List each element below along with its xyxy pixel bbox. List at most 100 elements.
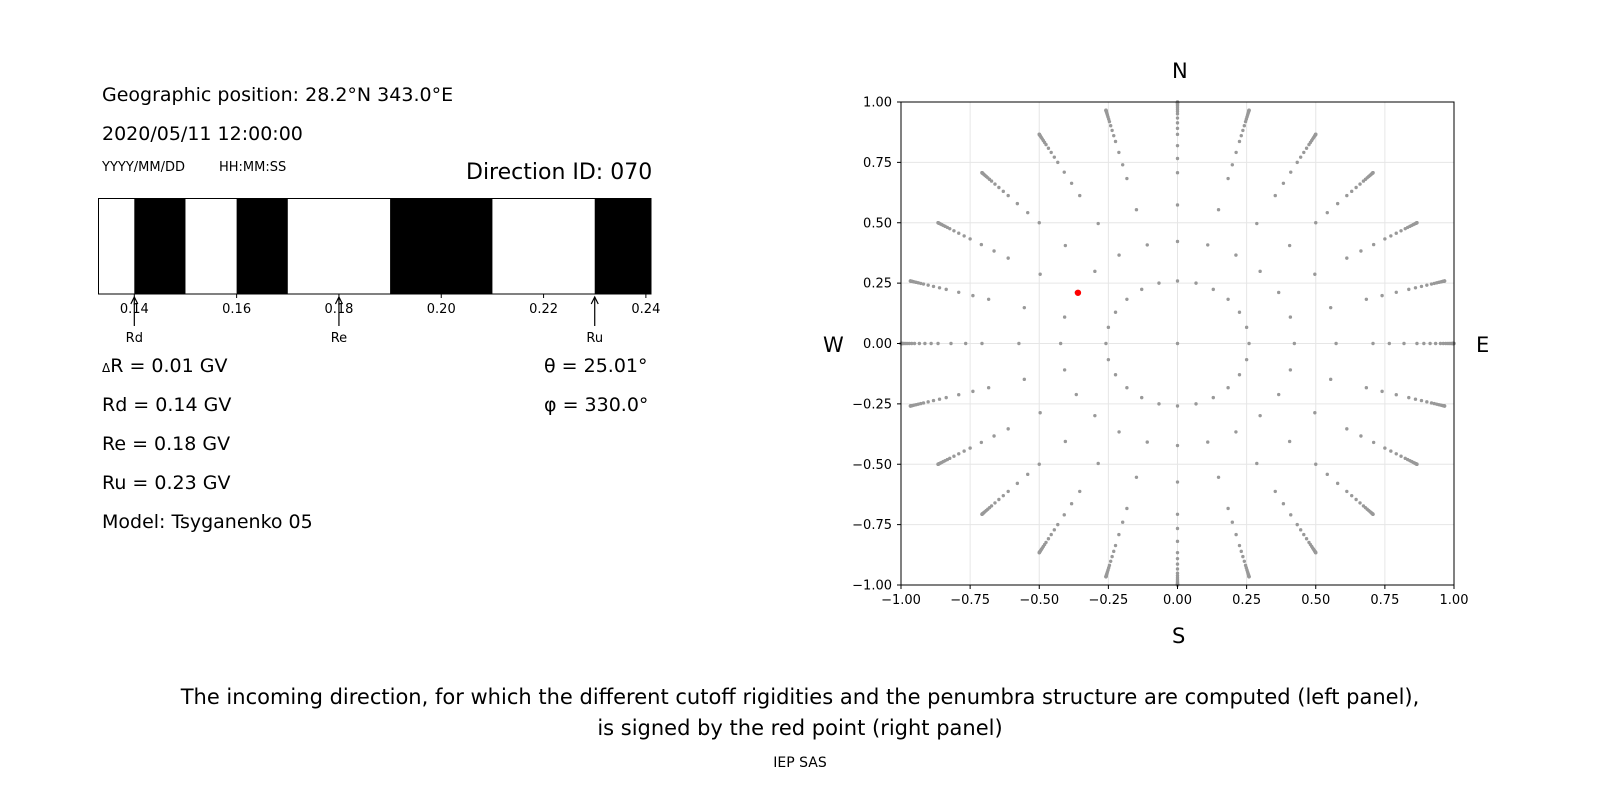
direction-point (1335, 481, 1340, 486)
direction-point (1302, 532, 1306, 537)
theta-value: θ = 25.01° (544, 355, 648, 377)
direction-point (979, 440, 984, 445)
direction-point (1358, 501, 1362, 505)
direction-point (971, 389, 975, 394)
direction-point (1298, 528, 1303, 532)
direction-point (1425, 400, 1429, 404)
direction-point (1117, 253, 1121, 257)
direction-point (1206, 243, 1210, 247)
direction-point (908, 404, 913, 408)
delta-symbol: Δ (102, 361, 111, 375)
direction-point (1239, 133, 1243, 138)
direction-point (1175, 143, 1180, 148)
direction-point (1063, 439, 1068, 444)
compass-east: E (1476, 333, 1490, 357)
direction-point (1015, 481, 1020, 486)
direction-point (1334, 341, 1338, 346)
direction-point (1006, 489, 1010, 494)
direction-point (1037, 221, 1041, 225)
re-marker-arrowhead (334, 295, 343, 305)
direction-point (1062, 170, 1066, 174)
direction-point (1313, 411, 1317, 415)
direction-point (1247, 341, 1251, 346)
direction-point (1442, 404, 1447, 408)
direction-point (1096, 221, 1100, 226)
direction-point (1113, 373, 1118, 377)
y-tick-label-5: 0.25 (863, 277, 892, 292)
direction-point (1015, 201, 1020, 206)
direction-point (1022, 305, 1027, 310)
direction-point (931, 284, 936, 289)
direction-point (1175, 443, 1180, 448)
direction-point (1022, 377, 1027, 382)
direction-point (1302, 150, 1306, 155)
delta-r-text: R = 0.01 GV (110, 355, 228, 377)
direction-point (1026, 472, 1030, 477)
direction-point (1247, 575, 1251, 579)
direction-point (929, 341, 933, 346)
direction-point (1415, 341, 1419, 346)
direction-point (1145, 243, 1149, 247)
penumbra-background (98, 198, 651, 294)
direction-point (1006, 427, 1010, 431)
direction-point (1069, 181, 1074, 185)
direction-point (1226, 297, 1230, 302)
direction-point (1241, 128, 1245, 133)
direction-point (1125, 506, 1129, 511)
x-tick-label-1: −0.75 (950, 593, 990, 608)
direction-point (1258, 413, 1262, 418)
penumbra-band-1 (236, 198, 288, 294)
direction-point (1442, 279, 1447, 283)
direction-point (1389, 234, 1393, 238)
direction-point (1345, 427, 1349, 431)
y-tick-label-1: −0.75 (852, 518, 892, 533)
left-panel: Geographic position: 28.2°N 343.0°E 2020… (0, 0, 720, 560)
direction-point (917, 341, 922, 346)
direction-point (1175, 239, 1180, 244)
x-tick-label-3: −0.25 (1088, 593, 1128, 608)
direction-point (1001, 189, 1005, 194)
direction-point (937, 397, 942, 401)
direction-point (944, 287, 948, 292)
direction-point (980, 341, 984, 346)
direction-point (1441, 341, 1445, 346)
direction-point (1237, 310, 1242, 314)
direction-point (1288, 368, 1293, 372)
direction-point (1276, 290, 1281, 295)
y-tick-label-6: 0.50 (863, 216, 892, 231)
direction-point (1387, 341, 1392, 346)
direction-point (1134, 208, 1139, 212)
direction-point (1241, 554, 1245, 559)
direction-point (1026, 210, 1030, 215)
direction-point (1273, 193, 1277, 198)
direction-point (1345, 256, 1349, 260)
direction-point (1112, 549, 1116, 554)
direction-point (1175, 526, 1180, 531)
direction-point (1062, 368, 1067, 372)
direction-point (1244, 357, 1249, 362)
x-tick-label-4: 0.00 (1163, 593, 1192, 608)
direction-point (957, 231, 961, 235)
direction-point (1108, 124, 1113, 128)
model-name: Model: Tsyganenko 05 (102, 511, 313, 533)
date-format-label: YYYY/MM/DD (102, 160, 185, 175)
direction-point (1328, 305, 1333, 310)
direction-point (968, 446, 972, 450)
direction-point (1415, 221, 1419, 225)
direction-point (986, 297, 991, 302)
penumbra-frame (98, 198, 652, 295)
y-tick-label-8: 1.00 (863, 96, 892, 111)
direction-point (1125, 385, 1129, 390)
direction-point (1117, 532, 1121, 537)
direction-point (1104, 108, 1108, 112)
caption-line-2: is signed by the red point (right panel) (597, 716, 1003, 740)
direction-point (1287, 439, 1292, 444)
direction-point (1407, 395, 1411, 400)
direction-point (1298, 155, 1303, 159)
direction-point (1175, 539, 1180, 544)
direction-point (1175, 571, 1180, 575)
y-tick-label-4: 0.00 (863, 337, 892, 352)
direction-point (1226, 176, 1230, 181)
direction-point (1383, 237, 1387, 241)
direction-point (1429, 282, 1434, 286)
